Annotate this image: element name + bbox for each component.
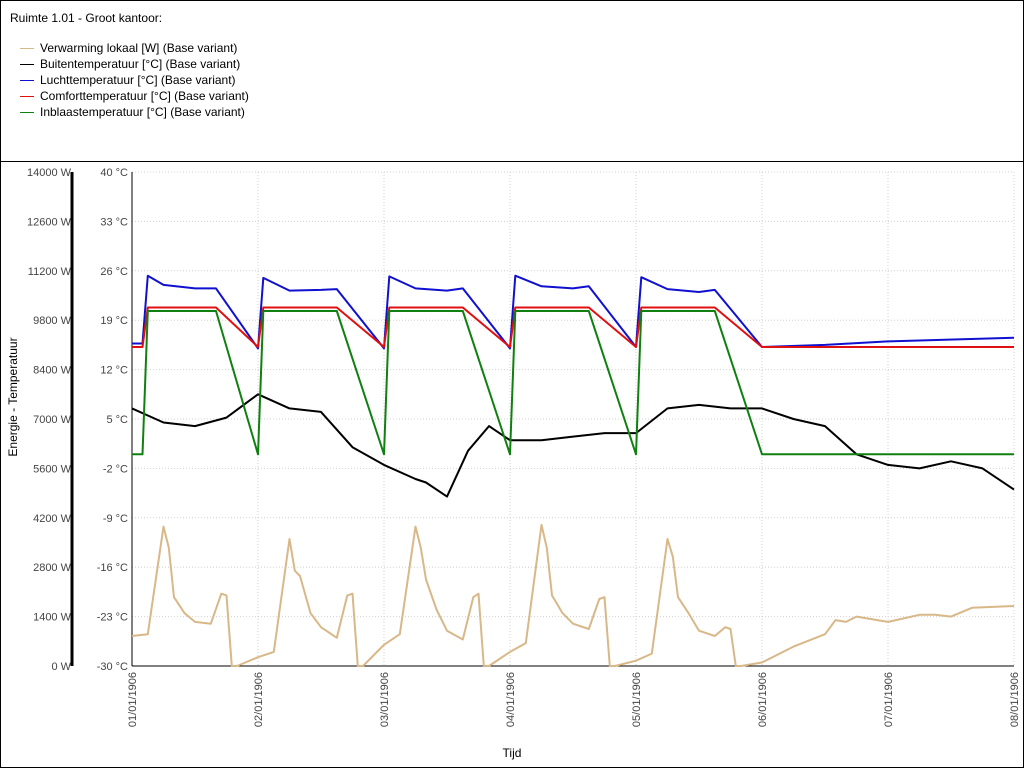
y-right-tick-label: 40 °C (100, 167, 128, 179)
y-left-tick-label: 9800 W (33, 315, 72, 327)
y-right-tick-label: -23 °C (97, 612, 128, 624)
legend-label: Buitentemperatuur [°C] (Base variant) (40, 57, 241, 71)
y-right-tick-label: 5 °C (106, 414, 128, 426)
legend: Verwarming lokaal [W] (Base variant) Bui… (20, 40, 249, 120)
legend-swatch (20, 111, 34, 113)
legend-item-verwarming[interactable]: Verwarming lokaal [W] (Base variant) (20, 40, 249, 56)
y-left-tick-label: 14000 W (27, 167, 72, 179)
y-left-tick-label: 8400 W (33, 365, 72, 377)
legend-label: Luchttemperatuur [°C] (Base variant) (40, 73, 236, 87)
y-right-tick-label: 26 °C (100, 266, 128, 278)
legend-swatch (20, 79, 34, 81)
legend-item-inblaastemperatuur[interactable]: Inblaastemperatuur [°C] (Base variant) (20, 104, 249, 120)
series-inblaastemperatuur-line (132, 310, 1014, 456)
series-comforttemperatuur-line (132, 306, 1014, 348)
x-tick-label: 03/01/1906 (379, 672, 391, 727)
x-tick-label: 06/01/1906 (757, 672, 769, 727)
panel-title: Ruimte 1.01 - Groot kantoor: (10, 11, 163, 25)
y-right-tick-label: -2 °C (103, 463, 128, 475)
y-left-tick-label: 12600 W (27, 216, 72, 228)
legend-label: Verwarming lokaal [W] (Base variant) (40, 41, 238, 55)
series-verwarming-line (131, 523, 1015, 667)
legend-label: Comforttemperatuur [°C] (Base variant) (40, 89, 249, 103)
y-left-tick-label: 11200 W (28, 266, 72, 278)
legend-swatch (20, 95, 34, 97)
legend-item-luchttemperatuur[interactable]: Luchttemperatuur [°C] (Base variant) (20, 72, 249, 88)
y-right-tick-label: 19 °C (100, 315, 128, 327)
y-axis-label: Energie - Temperatuur (6, 337, 20, 456)
x-tick-label: 08/01/1906 (1009, 672, 1021, 727)
x-tick-label: 05/01/1906 (631, 672, 643, 727)
legend-item-buitentemperatuur[interactable]: Buitentemperatuur [°C] (Base variant) (20, 56, 249, 72)
y-left-tick-label: 5600 W (33, 463, 72, 475)
y-right-tick-label: -30 °C (97, 661, 128, 673)
y-right-tick-label: -9 °C (103, 513, 128, 525)
x-axis-label: Tijd (503, 746, 522, 760)
x-tick-label: 04/01/1906 (505, 672, 517, 727)
tick-labels: 14000 W 40 °C 12600 W 33 °C 11200 W 26 °C 9800… (27, 167, 1021, 727)
y-right-tick-label: -16 °C (97, 562, 128, 574)
axes (70, 172, 1014, 667)
y-left-tick-label: 7000 W (33, 414, 72, 426)
y-left-tick-label: 2800 W (33, 562, 72, 574)
x-tick-label: 02/01/1906 (253, 672, 265, 727)
series-buitentemperatuur-line (131, 393, 1015, 498)
gridlines (131, 171, 1015, 667)
legend-label: Inblaastemperatuur [°C] (Base variant) (40, 105, 245, 119)
y-right-tick-label: 33 °C (100, 216, 128, 228)
y-right-tick-label: 12 °C (100, 365, 128, 377)
series-luchttemperatuur-line (132, 274, 1015, 350)
x-tick-label: 01/01/1906 (127, 672, 139, 727)
y-left-tick-label: 4200 W (33, 513, 72, 525)
legend-swatch (20, 47, 34, 49)
legend-item-comforttemperatuur[interactable]: Comforttemperatuur [°C] (Base variant) (20, 88, 249, 104)
y-left-tick-label: 1400 W (33, 612, 72, 624)
y-left-tick-label: 0 W (51, 661, 71, 673)
legend-panel: Ruimte 1.01 - Groot kantoor: Verwarming … (0, 0, 1024, 162)
series-lines (131, 274, 1015, 667)
legend-swatch (20, 63, 34, 65)
x-tick-label: 07/01/1906 (883, 672, 895, 727)
